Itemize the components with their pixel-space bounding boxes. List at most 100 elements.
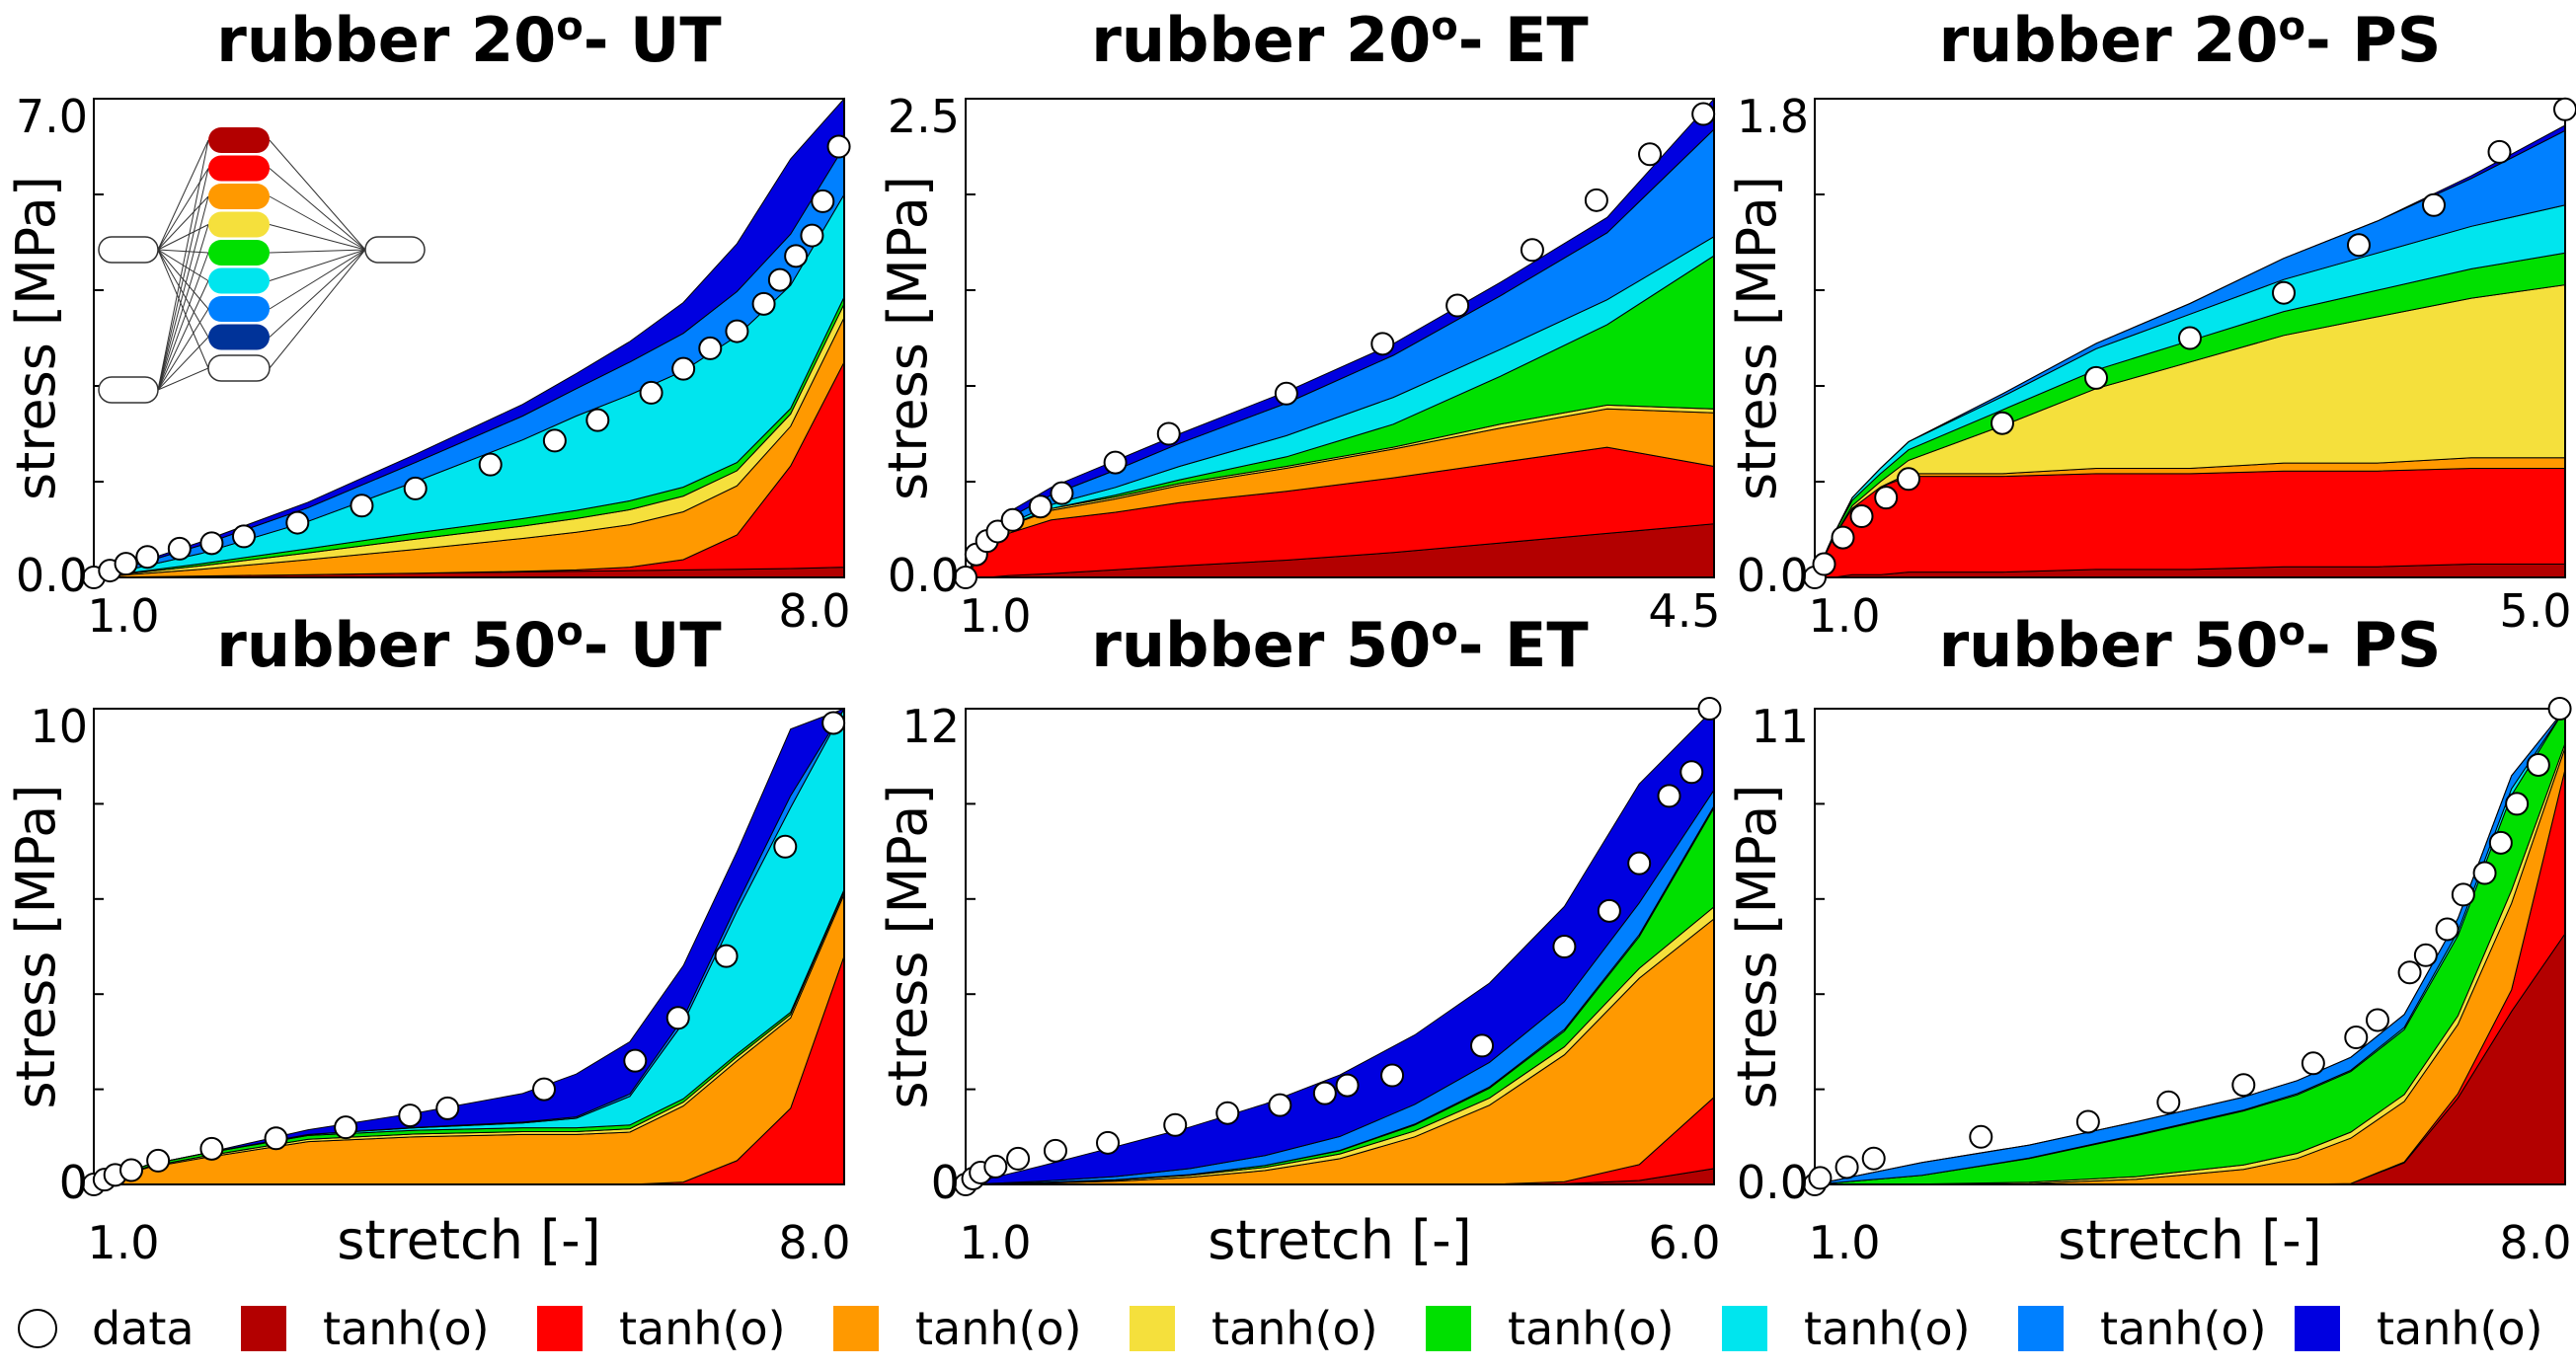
data-point [751,291,776,316]
legend-item: tanh(o) [2295,1302,2543,1355]
legend-item: tanh(o) [2018,1302,2267,1355]
input-node [98,376,159,404]
data-point [2413,943,2438,967]
data-point [821,711,846,735]
data-point [1043,1138,1067,1163]
chart-panel-4: rubber 50o- UT 10 0 1.0 8.0 stress [MPa] stret… [5,609,851,1271]
hidden-node [208,240,270,266]
data-point [264,1126,288,1151]
hidden-node [208,296,270,322]
data-point [1096,1130,1121,1155]
data-point [585,408,610,432]
data-point [1103,450,1128,475]
data-point [1808,1166,1833,1190]
data-point [135,545,160,570]
plot-frame [965,708,1715,1185]
network-edge [157,224,209,251]
data-point [285,510,310,535]
y-axis-label: stress [MPa] [1726,176,1788,500]
plot-frame [965,98,1715,578]
data-point [2488,830,2513,855]
y-tick-label-min: 0 [931,1156,960,1209]
chart-title-main: rubber 50 [1091,609,1431,681]
data-point [1380,1063,1405,1088]
data-point [1969,1124,1993,1149]
data-point [2451,882,2475,907]
axis-ticks [94,98,104,578]
data-point [1834,1155,1859,1180]
network-edges [157,139,366,391]
data-point [435,1096,460,1120]
data-point [1552,935,1577,958]
legend-swatch [833,1306,879,1351]
chart-title-main: rubber 20 [1091,4,1431,76]
data-point [119,1158,143,1182]
network-edge [157,249,209,338]
network-edge [157,224,209,391]
data-point [2347,233,2371,258]
y-axis-label: stress [MPa] [5,176,67,500]
data-point [1691,102,1716,126]
data-point [773,834,798,859]
hidden-node [208,184,270,209]
data-point [1812,552,1836,576]
x-axis-label: stretch [-] [1208,1209,1471,1271]
data-point [1335,1073,1360,1098]
chart-title-main: rubber 20 [1939,4,2279,76]
network-edge [269,249,366,338]
data-point [983,1154,1008,1179]
y-axis-label: stress [MPa] [877,176,939,500]
plot-frame [93,708,845,1185]
x-tick-label-max: 8.0 [778,1216,850,1269]
data-point [350,494,374,518]
data-point [1627,851,1652,875]
chart-title-main: rubber 20 [216,4,556,76]
output-node [364,236,426,264]
chart-title: rubber 50o- UT [216,609,721,681]
legend-swatch [2018,1306,2064,1351]
data-point [665,1006,690,1030]
data-point [1312,1081,1337,1105]
network-edge [157,139,209,251]
legend-item: tanh(o) [241,1302,490,1355]
network-edge [269,139,366,251]
network-edge [269,168,366,251]
data-point [1050,481,1074,505]
data-point [1679,760,1704,785]
y-tick-label-max: 1.8 [1737,90,1809,143]
plot-frame [1814,98,2566,578]
data-point [1000,507,1025,532]
chart-title-suffix: - UT [584,4,722,76]
data-point [1831,525,1855,550]
data-point [1156,421,1181,446]
data-point [767,267,792,292]
legend-swatch [2295,1306,2340,1351]
network-edge [269,195,366,251]
input-node [98,236,159,264]
axis-ticks [966,708,976,1185]
data-point [2422,192,2446,217]
data-point [232,524,256,549]
hidden-node [208,267,270,294]
data-points [1803,697,2572,1196]
stacked-areas [965,97,1715,578]
chart-title: rubber 20o- UT [216,4,721,76]
data-point [1861,1146,1886,1171]
data-point [1849,504,1874,529]
data-point [698,336,723,360]
data-point [403,476,428,500]
data-point [2272,280,2296,305]
chart-panel-5: rubber 50o- ET 12 0 1.0 6.0 stress [MPa] stret… [877,609,1722,1271]
hidden-node [207,354,271,382]
chart-title: rubber 50o- ET [1091,609,1588,681]
chart-title-suffix: - UT [584,609,722,681]
hidden-node [208,155,270,182]
data-points [82,711,846,1196]
data-point [199,531,224,556]
data-point [2156,1090,2181,1114]
data-point [826,134,851,159]
network-edge [157,367,209,391]
legend-item: tanh(o) [833,1302,1082,1355]
